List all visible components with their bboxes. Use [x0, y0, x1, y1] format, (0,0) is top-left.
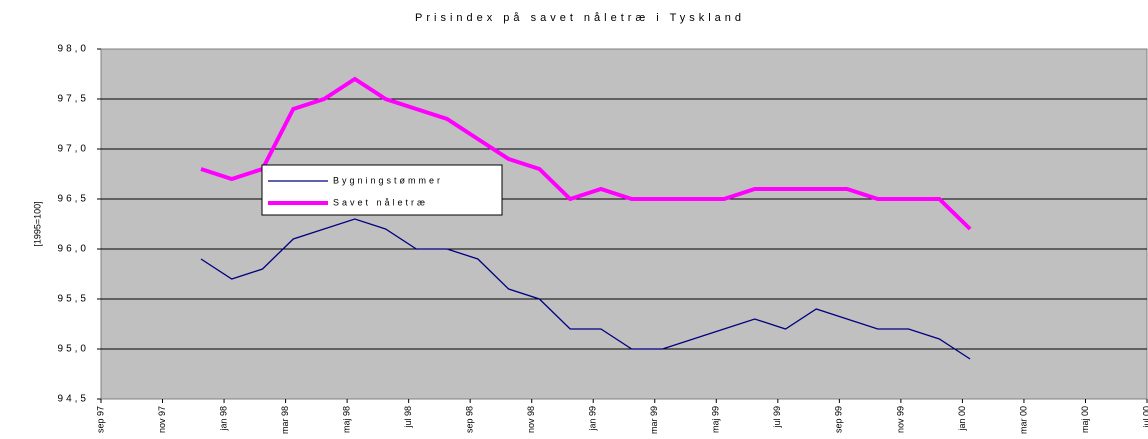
series-line [200, 218, 971, 360]
y-tick-label: 95,5 [58, 294, 89, 305]
x-tick-label: nov 97 [157, 406, 167, 433]
x-tick-label: jul 00 [1141, 406, 1148, 429]
x-tick-label: mar 98 [280, 406, 290, 434]
legend [261, 164, 503, 216]
x-tick-label: maj 98 [341, 406, 351, 433]
x-tick-label: jan 98 [218, 406, 228, 432]
plot-area [100, 48, 1148, 400]
x-tick-label: jan 99 [588, 406, 598, 432]
x-tick-label: sep 99 [834, 406, 844, 433]
x-tick-label: jul 99 [772, 406, 782, 429]
x-tick-label: jul 98 [403, 406, 413, 429]
legend-label: Bygningstømmer [333, 175, 443, 185]
x-tick-label: nov 98 [526, 406, 536, 433]
y-axis-label: [1995=100] [32, 201, 42, 246]
y-tick-label: 96,5 [58, 194, 89, 205]
y-tick-label: 95,0 [58, 344, 89, 355]
y-tick-label: 94,5 [58, 394, 89, 405]
x-tick-label: nov 99 [895, 406, 905, 433]
y-tick-label: 97,0 [58, 144, 89, 155]
x-tick-label: maj 99 [711, 406, 721, 433]
x-tick-label: mar 00 [1018, 406, 1028, 434]
legend-label: Savet nåletræ [333, 197, 428, 207]
x-tick-label: sep 98 [465, 406, 475, 433]
x-tick-label: maj 00 [1080, 406, 1090, 433]
y-tick-label: 96,0 [58, 244, 89, 255]
y-tick-label: 97,5 [58, 94, 89, 105]
x-tick-label: mar 99 [649, 406, 659, 434]
chart-title: Prisindex på savet nåletræ i Tyskland [415, 12, 745, 24]
x-tick-label: jan 00 [957, 406, 967, 432]
y-tick-label: 98,0 [58, 44, 89, 55]
x-tick-label: sep 97 [95, 406, 105, 433]
series-line [200, 76, 972, 231]
